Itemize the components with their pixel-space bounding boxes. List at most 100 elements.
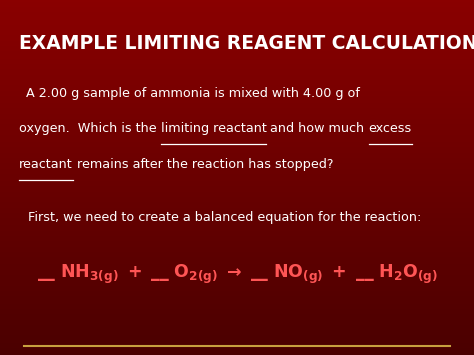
Bar: [0, 105, 474, 106]
Bar: [0, 69, 474, 71]
Bar: [0, 0, 474, 2]
Bar: [0, 94, 474, 96]
Bar: [0, 335, 474, 337]
Bar: [0, 36, 474, 37]
Bar: [0, 179, 474, 181]
Bar: [0, 288, 474, 289]
Bar: [0, 346, 474, 348]
Bar: [0, 328, 474, 330]
Bar: [0, 229, 474, 231]
Bar: [0, 66, 474, 67]
Bar: [0, 238, 474, 240]
Bar: [0, 266, 474, 268]
Bar: [0, 130, 474, 131]
Bar: [0, 245, 474, 247]
Bar: [0, 27, 474, 28]
Bar: [0, 14, 474, 16]
Bar: [0, 337, 474, 339]
Bar: [0, 2, 474, 4]
Bar: [0, 71, 474, 73]
Bar: [0, 39, 474, 41]
Text: EXAMPLE LIMITING REAGENT CALCULATION: EXAMPLE LIMITING REAGENT CALCULATION: [19, 34, 474, 53]
Bar: [0, 298, 474, 300]
Bar: [0, 334, 474, 335]
Bar: [0, 192, 474, 193]
Bar: [0, 121, 474, 122]
Bar: [0, 114, 474, 115]
Bar: [0, 25, 474, 27]
Bar: [0, 62, 474, 64]
Bar: [0, 224, 474, 225]
Bar: [0, 261, 474, 263]
Bar: [0, 204, 474, 206]
Bar: [0, 277, 474, 279]
Text: limiting reactant: limiting reactant: [161, 122, 266, 136]
Bar: [0, 83, 474, 85]
Bar: [0, 243, 474, 245]
Bar: [0, 307, 474, 309]
Bar: [0, 156, 474, 158]
Bar: [0, 163, 474, 165]
Bar: [0, 87, 474, 89]
Bar: [0, 4, 474, 5]
Bar: [0, 296, 474, 298]
Bar: [0, 85, 474, 87]
Text: and how much: and how much: [266, 122, 369, 136]
Bar: [0, 217, 474, 218]
Bar: [0, 304, 474, 305]
Bar: [0, 98, 474, 99]
Bar: [0, 170, 474, 172]
Bar: [0, 293, 474, 295]
Bar: [0, 233, 474, 234]
Bar: [0, 154, 474, 156]
Bar: [0, 9, 474, 11]
Bar: [0, 273, 474, 275]
Bar: [0, 51, 474, 53]
Bar: [0, 89, 474, 91]
Bar: [0, 312, 474, 314]
Text: A 2.00 g sample of ammonia is mixed with 4.00 g of: A 2.00 g sample of ammonia is mixed with…: [26, 87, 360, 100]
Bar: [0, 341, 474, 343]
Bar: [0, 140, 474, 142]
Bar: [0, 64, 474, 66]
Bar: [0, 57, 474, 59]
Bar: [0, 314, 474, 316]
Bar: [0, 279, 474, 280]
Bar: [0, 240, 474, 241]
Bar: [0, 73, 474, 75]
Bar: [0, 44, 474, 46]
Bar: [0, 144, 474, 146]
Bar: [0, 318, 474, 320]
Bar: [0, 135, 474, 137]
Bar: [0, 323, 474, 325]
Bar: [0, 272, 474, 273]
Bar: [0, 92, 474, 94]
Bar: [0, 167, 474, 169]
Bar: [0, 50, 474, 51]
Bar: [0, 268, 474, 270]
Bar: [0, 160, 474, 162]
Bar: [0, 165, 474, 167]
Bar: [0, 197, 474, 199]
Bar: [0, 190, 474, 192]
Text: excess: excess: [369, 122, 412, 136]
Bar: [0, 30, 474, 32]
Bar: [0, 162, 474, 163]
Bar: [0, 234, 474, 236]
Bar: [0, 151, 474, 153]
Bar: [0, 112, 474, 114]
Bar: [0, 188, 474, 190]
Bar: [0, 176, 474, 178]
Bar: [0, 12, 474, 14]
Bar: [0, 110, 474, 112]
Bar: [0, 316, 474, 318]
Bar: [0, 5, 474, 7]
Bar: [0, 254, 474, 256]
Bar: [0, 343, 474, 344]
Bar: [0, 48, 474, 50]
Bar: [0, 37, 474, 39]
Bar: [0, 344, 474, 346]
Bar: [0, 259, 474, 261]
Bar: [0, 67, 474, 69]
Bar: [0, 325, 474, 327]
